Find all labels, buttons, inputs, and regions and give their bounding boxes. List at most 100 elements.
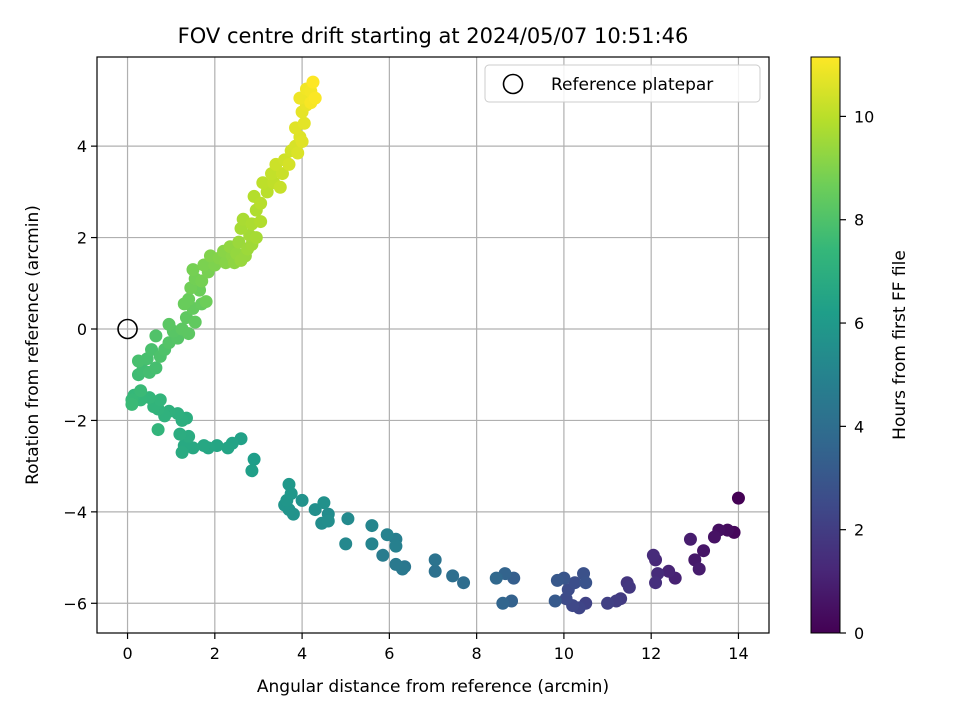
data-point [341, 512, 355, 526]
data-point [195, 274, 209, 288]
colorbar-label: Hours from first FF file [890, 250, 910, 440]
data-point [548, 594, 562, 608]
data-point [731, 491, 745, 505]
data-point [380, 528, 394, 542]
legend-marker-icon [502, 73, 524, 95]
data-point [247, 452, 261, 466]
data-point [683, 532, 697, 546]
data-point [297, 116, 311, 130]
data-point [457, 576, 471, 590]
data-point [697, 544, 711, 558]
colorbar-tick-label: 6 [854, 314, 864, 333]
data-point [308, 503, 322, 517]
colorbar [810, 56, 841, 634]
data-point [496, 596, 510, 610]
data-point [188, 315, 202, 329]
data-point [199, 295, 213, 309]
data-point [376, 548, 390, 562]
y-axis-label: Rotation from reference (arcmin) [23, 205, 43, 485]
data-point [256, 176, 270, 190]
data-point [579, 576, 593, 590]
plot-frame [96, 56, 770, 634]
y-tick-label: 0 [77, 320, 87, 339]
colorbar-tick-label: 4 [854, 417, 864, 436]
data-point [197, 439, 211, 453]
data-point [177, 297, 191, 311]
data-point [293, 91, 307, 105]
reference-platepar-marker [117, 318, 138, 340]
data-point [282, 157, 296, 171]
data-point [389, 557, 403, 571]
legend: Reference platepar [484, 64, 761, 103]
data-point [245, 464, 259, 478]
data-point [365, 537, 379, 551]
legend-box [484, 64, 761, 103]
scatter-points [125, 75, 745, 615]
data-point [306, 75, 320, 89]
data-point [646, 548, 660, 562]
data-point [662, 564, 676, 578]
data-point [389, 539, 403, 553]
legend-entry-reference: Reference platepar [551, 75, 713, 95]
data-point [622, 580, 636, 594]
data-point [339, 537, 353, 551]
colorbar-tick-label: 2 [854, 521, 864, 540]
chart-title: FOV centre drift starting at 2024/05/07 … [178, 24, 689, 48]
data-point [275, 167, 289, 181]
data-point [649, 576, 663, 590]
data-point [125, 397, 139, 411]
y-tick-label: 4 [77, 137, 87, 156]
data-point [186, 263, 200, 277]
x-axis-label: Angular distance from reference (arcmin) [257, 677, 609, 697]
data-point [134, 384, 148, 398]
data-point [221, 441, 235, 455]
data-point [321, 514, 335, 528]
data-point [149, 361, 163, 375]
data-point [153, 393, 167, 407]
x-axis-ticks: 0 2 4 6 8 10 12 14 [122, 633, 749, 663]
data-point [308, 91, 322, 105]
data-point [232, 235, 246, 249]
grid-lines [97, 57, 769, 633]
data-point [568, 576, 582, 590]
data-point [692, 562, 706, 576]
colorbar-ticks: 0 2 4 6 8 10 [840, 107, 874, 643]
x-tick-label: 0 [122, 644, 132, 663]
data-point [295, 135, 309, 149]
data-point [151, 423, 165, 437]
data-point [317, 496, 331, 510]
x-tick-label: 6 [384, 644, 394, 663]
data-point [601, 596, 615, 610]
data-point [295, 493, 309, 507]
y-tick-label: −6 [63, 594, 87, 613]
y-axis-ticks: −6 −4 −2 0 2 4 [63, 137, 97, 613]
data-point [175, 445, 189, 459]
data-point [428, 564, 442, 578]
colorbar-tick-label: 8 [854, 211, 864, 230]
data-point [162, 317, 176, 331]
data-point [282, 477, 296, 491]
y-tick-label: −4 [63, 503, 87, 522]
reference-marker [117, 318, 138, 340]
colorbar-tick-label: 10 [854, 107, 874, 126]
data-point [173, 427, 187, 441]
data-point [365, 519, 379, 533]
y-tick-label: −2 [63, 411, 87, 430]
data-point [249, 231, 263, 245]
data-point [489, 571, 503, 585]
data-point [149, 329, 163, 343]
data-point [254, 196, 268, 210]
x-tick-label: 12 [641, 644, 661, 663]
x-tick-label: 10 [554, 644, 574, 663]
data-point [707, 530, 721, 544]
data-point [273, 180, 287, 194]
data-point [197, 258, 211, 272]
colorbar-tick-label: 0 [854, 624, 864, 643]
data-point [291, 146, 305, 160]
x-tick-label: 4 [297, 644, 307, 663]
y-tick-label: 2 [77, 229, 87, 248]
data-point [145, 343, 159, 357]
x-tick-label: 8 [472, 644, 482, 663]
data-point [428, 553, 442, 567]
